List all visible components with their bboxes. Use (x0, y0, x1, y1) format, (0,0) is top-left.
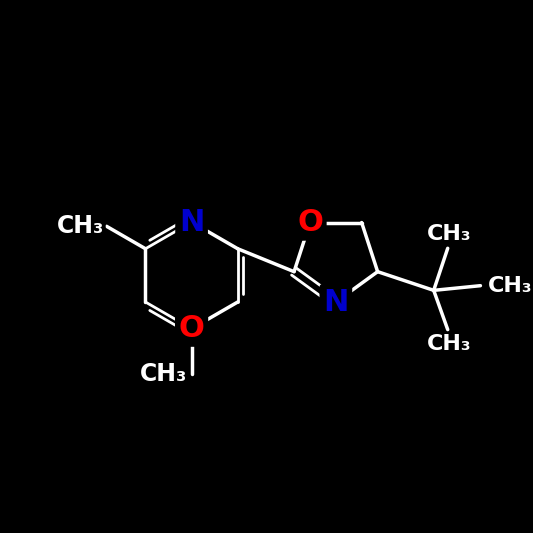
Text: CH₃: CH₃ (140, 361, 187, 385)
Text: CH₃: CH₃ (56, 214, 104, 238)
Text: N: N (179, 208, 204, 237)
Text: CH₃: CH₃ (488, 276, 532, 296)
Text: CH₃: CH₃ (427, 224, 472, 244)
Text: CH₃: CH₃ (427, 334, 472, 354)
Text: N: N (323, 287, 349, 317)
Text: O: O (179, 314, 205, 343)
Text: O: O (297, 208, 323, 237)
